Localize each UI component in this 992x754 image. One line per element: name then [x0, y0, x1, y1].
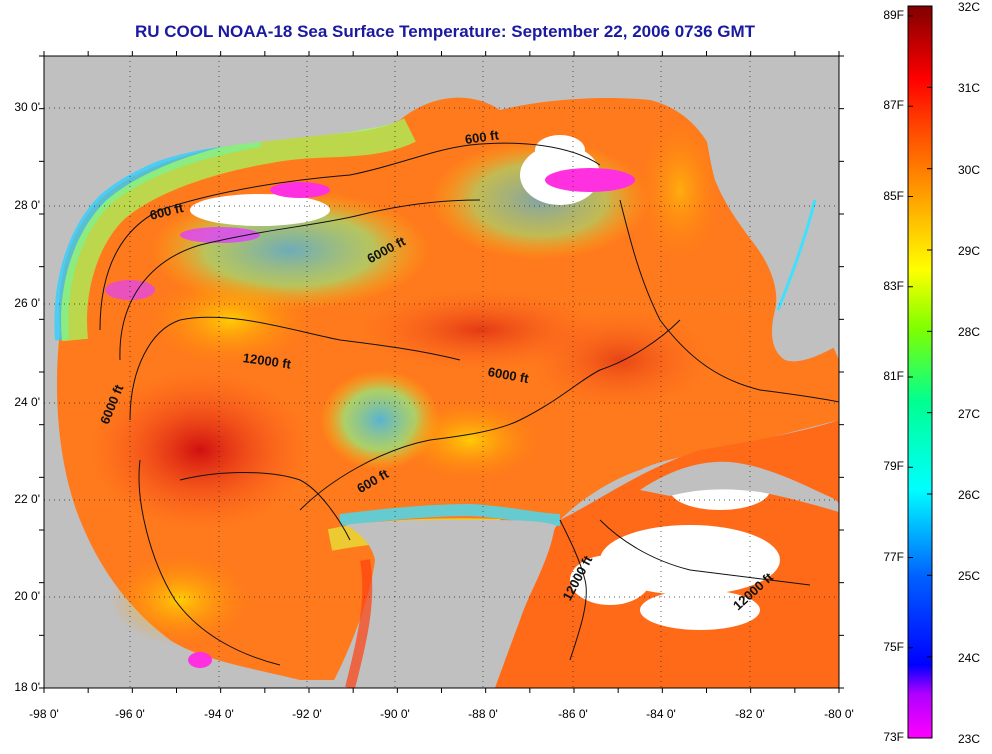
lat-tick-label: 18 0' — [14, 680, 40, 694]
lat-tick-label: 26 0' — [14, 296, 40, 310]
colorbar-celsius-label: 32C — [958, 0, 981, 14]
colorbar-ticks — [908, 5, 932, 739]
colorbar-fahrenheit-label: 73F — [883, 730, 904, 744]
colorbar-fahrenheit-label: 83F — [883, 278, 904, 293]
bathymetry-contours — [99, 142, 839, 666]
lon-tick-label: -88 0' — [468, 707, 498, 721]
colorbar-celsius-label: 23C — [958, 732, 981, 746]
colorbar-celsius-label: 24C — [958, 650, 981, 665]
lon-tick-label: -96 0' — [115, 707, 145, 721]
lat-tick-label: 20 0' — [14, 589, 40, 603]
colorbar-fahrenheit-label: 81F — [883, 369, 904, 383]
lon-tick-label: -80 0' — [824, 707, 854, 721]
colorbar-celsius-label: 25C — [958, 569, 981, 584]
colorbar-fahrenheit-label: 87F — [883, 98, 904, 113]
colorbar-celsius-label: 27C — [958, 406, 981, 421]
axis-ticks — [39, 51, 844, 693]
colorbar-fahrenheit-label: 75F — [883, 639, 904, 654]
colorbar-fahrenheit-label: 79F — [883, 459, 904, 474]
yucatan-land — [330, 520, 555, 688]
lat-tick-label: 22 0' — [14, 492, 40, 506]
colorbar-fahrenheit-label: 89F — [883, 8, 904, 22]
lon-tick-label: -98 0' — [29, 707, 59, 721]
florida-land — [700, 56, 839, 362]
us-gulf-coast-land — [44, 56, 700, 300]
lat-tick-label: 28 0' — [14, 198, 40, 212]
lon-tick-label: -86 0' — [558, 707, 588, 721]
colorbar-celsius-label: 31C — [958, 81, 981, 96]
lat-tick-label: 24 0' — [14, 395, 40, 409]
lat-tick-label: 30 0' — [14, 100, 40, 114]
lon-tick-label: -94 0' — [204, 707, 234, 721]
colorbar — [907, 5, 933, 739]
colorbar-fahrenheit-label: 85F — [883, 188, 904, 203]
colorbar-celsius-label: 26C — [958, 488, 981, 502]
magenta-patches — [105, 168, 635, 668]
colorbar-celsius-label: 30C — [958, 162, 981, 177]
lon-tick-label: -90 0' — [380, 707, 410, 721]
map-title: RU COOL NOAA-18 Sea Surface Temperature:… — [134, 22, 756, 41]
colorbar-fahrenheit-label: 77F — [883, 549, 904, 564]
lon-tick-label: -92 0' — [292, 707, 322, 721]
mexico-land — [44, 300, 180, 688]
colorbar-celsius-label: 29C — [958, 244, 981, 258]
colorbar-celsius-label: 28C — [958, 325, 981, 340]
lon-tick-label: -84 0' — [646, 707, 676, 721]
cuba-land — [640, 461, 839, 512]
lon-tick-label: -82 0' — [735, 707, 765, 721]
